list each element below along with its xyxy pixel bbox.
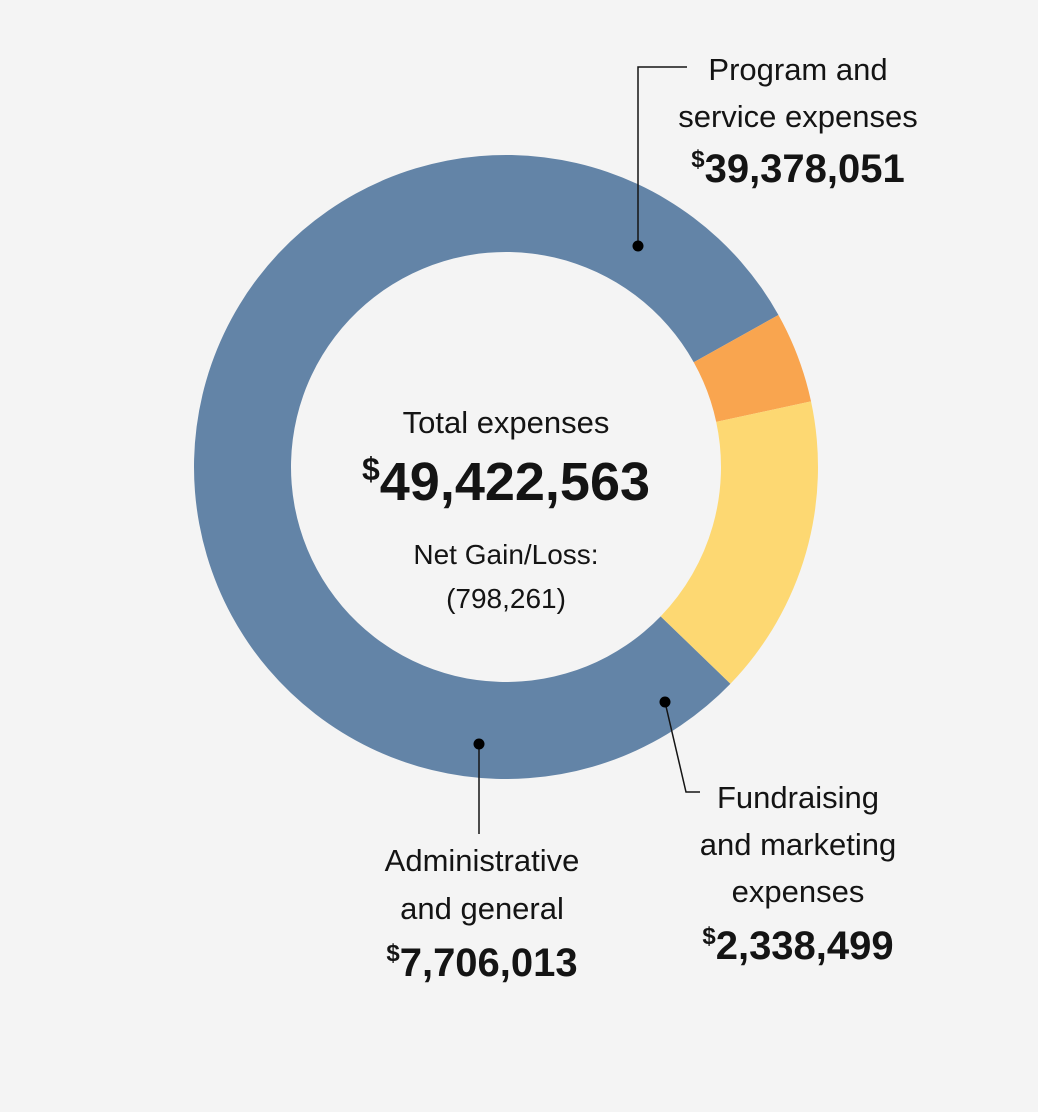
label-fundraising-line-3: expenses xyxy=(732,874,865,909)
center-title: Total expenses xyxy=(403,405,610,440)
donut-slice-fundraising xyxy=(693,314,812,422)
center-total: $49,422,563 xyxy=(362,451,650,512)
label-admin-line-2: and general xyxy=(400,891,564,926)
value-number-fundraising: 2,338,499 xyxy=(716,924,894,968)
donut-slice-program xyxy=(194,154,779,779)
donut-slice-admin xyxy=(660,401,819,684)
value-program: $39,378,051 xyxy=(691,146,905,191)
label-admin-line-1: Administrative xyxy=(385,843,580,878)
value-fundraising: $2,338,499 xyxy=(702,923,893,968)
label-program-line-1: Program and xyxy=(708,52,887,87)
label-fundraising-line-2: and marketing xyxy=(700,827,896,862)
value-currency-admin: $ xyxy=(386,940,400,967)
center-total-currency: $ xyxy=(362,451,380,487)
center-net-label: Net Gain/Loss: xyxy=(413,539,598,570)
leader-line-program xyxy=(637,66,687,246)
label-program-line-2: service expenses xyxy=(678,99,918,134)
value-number-program: 39,378,051 xyxy=(705,147,905,191)
center-net-value: (798,261) xyxy=(446,583,566,614)
center-total-value: 49,422,563 xyxy=(380,452,650,512)
donut-slices xyxy=(194,154,819,779)
callout-fundraising: Fundraising and marketing expenses $2,338,4… xyxy=(659,696,896,968)
leader-dot-admin xyxy=(473,738,485,750)
label-fundraising-line-1: Fundraising xyxy=(717,780,879,815)
leader-line-fundraising xyxy=(664,701,700,793)
value-currency-program: $ xyxy=(691,146,705,173)
callout-program: Program and service expenses $39,378,051 xyxy=(632,52,918,252)
value-number-admin: 7,706,013 xyxy=(400,941,578,985)
center-summary: Total expenses $49,422,563 Net Gain/Loss… xyxy=(362,405,650,614)
leader-dot-fundraising xyxy=(659,696,671,708)
value-currency-fundraising: $ xyxy=(702,923,716,950)
leader-dot-program xyxy=(632,240,644,252)
slice-callouts: Program and service expenses $39,378,051 Fu… xyxy=(385,52,918,985)
value-admin: $7,706,013 xyxy=(386,940,577,985)
